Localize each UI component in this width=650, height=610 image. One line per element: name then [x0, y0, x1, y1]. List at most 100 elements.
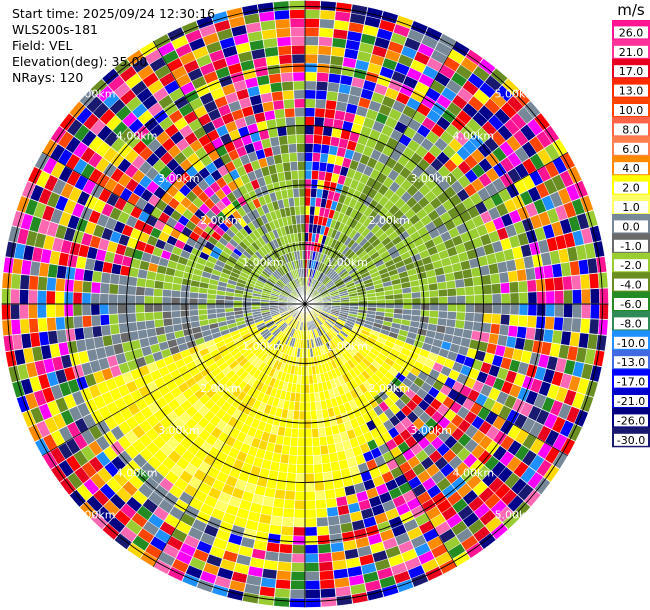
- gate-cell: [330, 460, 341, 472]
- gate-cell: [304, 348, 309, 358]
- gate-cell: [500, 293, 511, 304]
- gate-cell: [1, 304, 12, 321]
- gate-cell: [310, 410, 318, 421]
- gate-cell: [579, 318, 591, 334]
- gate-cell: [308, 374, 314, 385]
- gate-cell: [274, 18, 291, 30]
- gate-cell: [365, 6, 384, 20]
- gate-cell: [265, 55, 280, 67]
- gate-cell: [291, 44, 305, 55]
- range-ring-label: 1.00km: [242, 340, 284, 353]
- gate-cell: [188, 291, 199, 299]
- gate-cell: [498, 324, 510, 337]
- gate-cell: [393, 293, 404, 300]
- gate-cell: [45, 304, 56, 318]
- gate-cell: [523, 100, 541, 119]
- gate-cell: [463, 277, 474, 288]
- gate-cell: [429, 296, 440, 305]
- gate-cell: [279, 144, 290, 155]
- gate-cell: [162, 281, 173, 291]
- gate-cell: [304, 71, 317, 82]
- gate-cell: [508, 314, 520, 327]
- gate-cell: [349, 300, 359, 305]
- gate-cell: [317, 418, 325, 429]
- gate-cell: [224, 307, 235, 313]
- gate-cell: [325, 99, 338, 111]
- gate-cell: [316, 516, 329, 528]
- gate-cell: [320, 596, 337, 608]
- gate-cell: [99, 293, 110, 305]
- gate-cell: [281, 516, 295, 528]
- gate-cell: [37, 304, 47, 319]
- gate-cell: [367, 300, 377, 305]
- gate-cell: [292, 71, 305, 82]
- gate-cell: [294, 499, 306, 510]
- gate-cell: [447, 303, 457, 312]
- gate-cell: [350, 4, 368, 17]
- gate-cell: [305, 437, 313, 448]
- gate-cell: [419, 284, 430, 292]
- gate-cell: [473, 285, 484, 296]
- gate-cell: [329, 532, 343, 544]
- gate-cell: [445, 318, 457, 328]
- gate-cell: [308, 365, 313, 376]
- gate-cell: [144, 287, 155, 297]
- gate-cell: [293, 89, 305, 100]
- gate-cell: [100, 324, 112, 337]
- gate-cell: [597, 319, 609, 336]
- gate-cell: [284, 107, 296, 118]
- gate-cell: [314, 116, 325, 127]
- gate-cell: [478, 532, 497, 550]
- gate-cell: [312, 152, 321, 163]
- gate-cell: [523, 489, 542, 507]
- gate-cell: [437, 310, 448, 319]
- gate-cell: [465, 303, 475, 313]
- gate-cell: [277, 471, 288, 482]
- range-ring-label: 5.00km: [495, 88, 537, 101]
- gate-cell: [283, 170, 292, 181]
- gate-cell: [304, 0, 321, 11]
- gate-cell: [280, 72, 294, 83]
- gate-cell: [304, 428, 313, 439]
- gate-cell: [285, 116, 296, 127]
- gate-cell: [290, 428, 299, 438]
- gate-cell: [135, 304, 145, 314]
- gate-cell: [99, 314, 110, 326]
- gate-cell: [309, 196, 317, 207]
- gate-cell: [180, 290, 190, 299]
- gate-cell: [108, 283, 119, 295]
- gate-cell: [294, 116, 305, 126]
- gate-cell: [592, 349, 605, 367]
- gate-cell: [37, 276, 48, 291]
- gate-cell: [491, 283, 502, 295]
- gate-cell: [304, 152, 313, 162]
- range-ring-label: 3.00km: [410, 172, 452, 185]
- nrays-label: NRays: 120: [12, 70, 84, 85]
- gate-cell: [300, 214, 306, 224]
- gate-cell: [304, 214, 310, 224]
- gate-cell: [553, 276, 564, 291]
- gate-cell: [411, 309, 422, 317]
- gate-cell: [376, 299, 386, 305]
- gate-cell: [461, 268, 473, 279]
- gate-cell: [10, 319, 22, 336]
- gate-cell: [317, 534, 331, 545]
- gate-cell: [90, 314, 102, 327]
- gate-cell: [508, 281, 520, 294]
- gate-cell: [455, 286, 466, 297]
- gate-cell: [82, 269, 94, 282]
- gate-cell: [323, 117, 335, 128]
- start-time-label: Start time: 2025/09/24 12:30:16: [12, 6, 216, 21]
- gate-cell: [188, 297, 199, 305]
- gate-cell: [500, 282, 511, 294]
- gate-cell: [170, 296, 181, 305]
- gate-cell: [109, 323, 121, 335]
- gate-cell: [509, 303, 520, 316]
- gate-cell: [366, 296, 377, 301]
- gate-cell: [206, 298, 217, 305]
- gate-cell: [464, 312, 475, 322]
- gate-cell: [188, 303, 199, 311]
- gate-cell: [293, 508, 306, 519]
- gate-cell: [118, 274, 129, 286]
